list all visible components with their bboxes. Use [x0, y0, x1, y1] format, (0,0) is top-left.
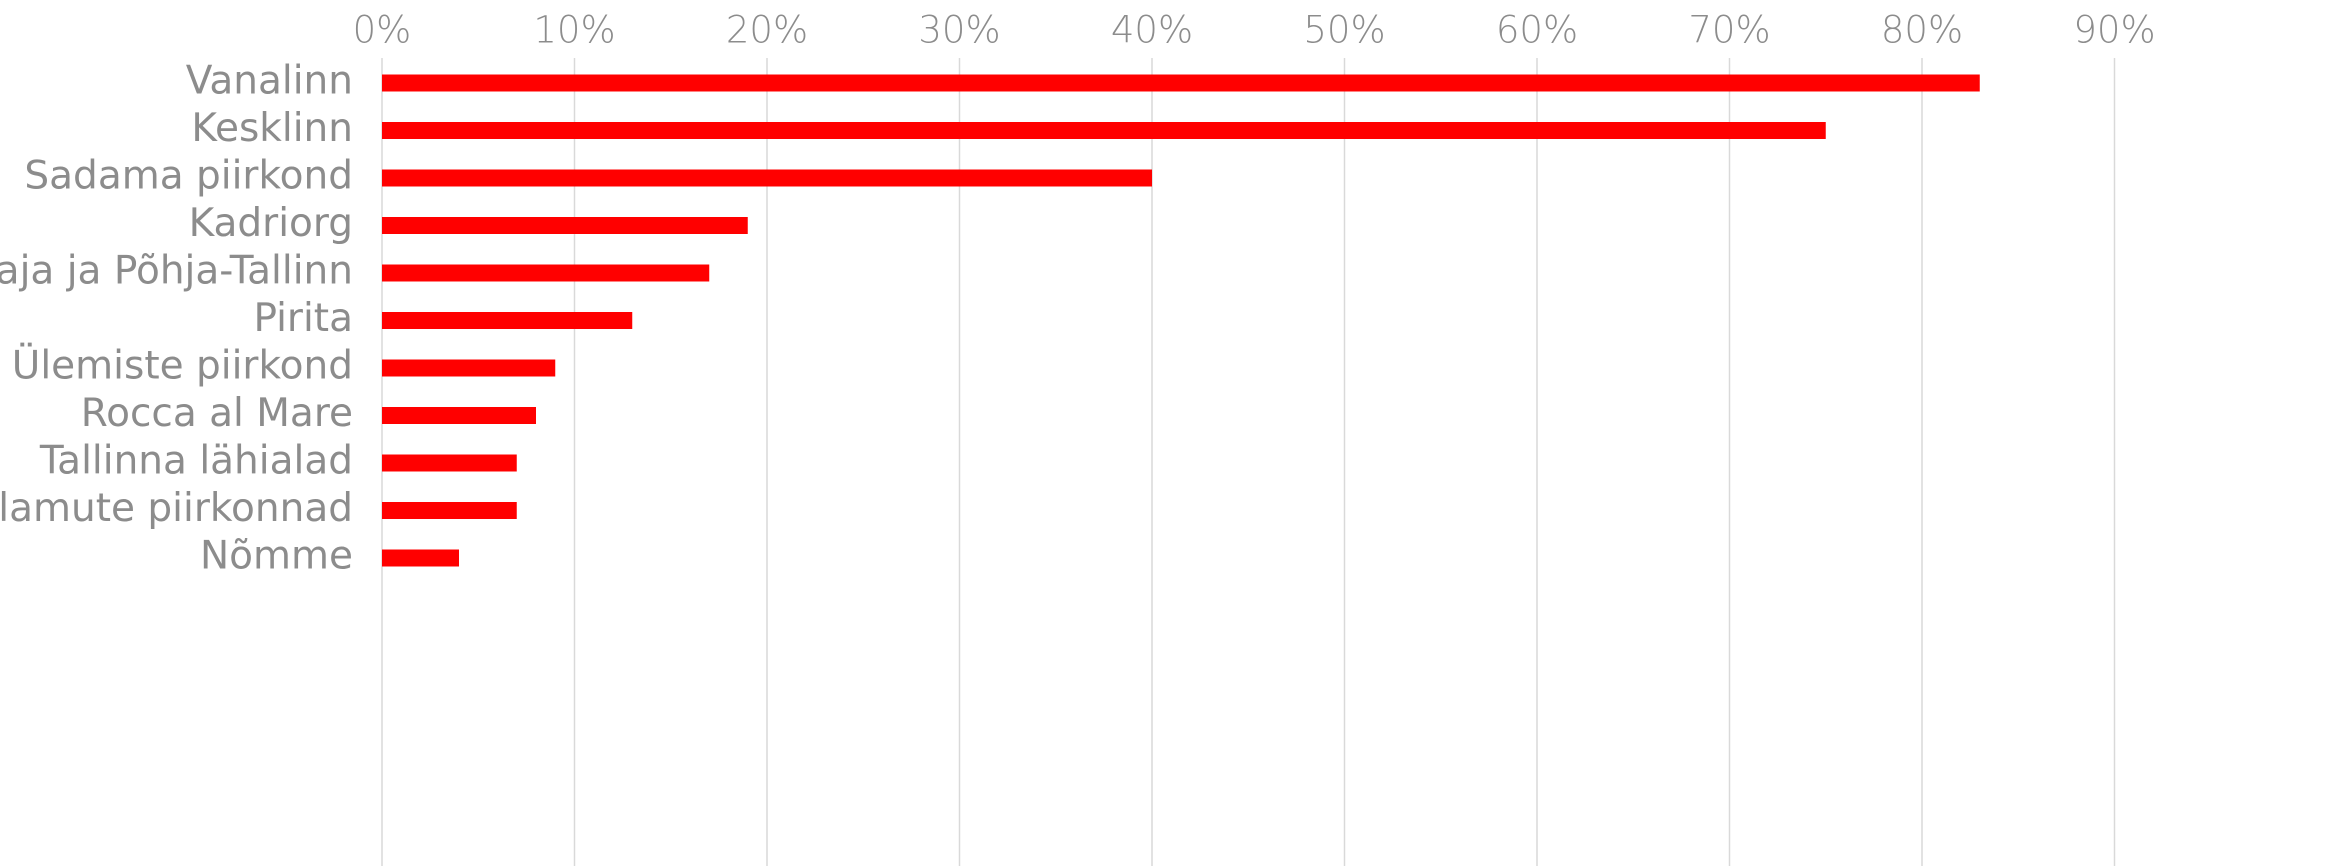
x-tick-label: 80% [1881, 9, 1963, 52]
x-tick-label: 10% [533, 9, 615, 52]
gridlines [381, 58, 2116, 866]
x-tick-label: 70% [1688, 9, 1770, 52]
category-label: Korterelamute piirkonnad [0, 486, 353, 531]
bar [382, 502, 517, 519]
category-label: Sadama piirkond [24, 154, 353, 199]
bar [382, 217, 748, 234]
x-tick-label: 50% [1303, 9, 1385, 52]
bar [382, 312, 633, 329]
category-label: Vanalinn [186, 59, 353, 104]
bar [382, 169, 1152, 187]
bar [382, 454, 517, 472]
bar [382, 549, 459, 567]
category-label: Kalamaja ja Põhja-Tallinn [0, 249, 353, 294]
x-tick-label: 60% [1496, 9, 1578, 52]
bar [382, 359, 556, 377]
x-tick-label: 40% [1111, 9, 1193, 52]
category-label: Nõmme [200, 534, 353, 579]
category-label: Kadriorg [189, 201, 353, 246]
category-label: Rocca al Mare [81, 391, 353, 436]
x-axis-ticks: 0% 10% 20% 30% 40% 50% 60% 70% 80% 90% [353, 9, 2156, 52]
bar [382, 122, 1826, 139]
bar [382, 407, 536, 424]
bars [382, 74, 1980, 567]
category-label: Tallinna lähialad [39, 439, 353, 484]
x-tick-label: 30% [918, 9, 1000, 52]
category-label: Ülemiste piirkond [12, 343, 353, 389]
x-tick-label: 90% [2073, 9, 2155, 52]
bar [382, 74, 1980, 92]
x-tick-label: 0% [353, 9, 412, 52]
category-label: Kesklinn [191, 106, 353, 151]
category-label: Pirita [253, 296, 353, 341]
bar [382, 264, 710, 282]
x-tick-label: 20% [726, 9, 808, 52]
